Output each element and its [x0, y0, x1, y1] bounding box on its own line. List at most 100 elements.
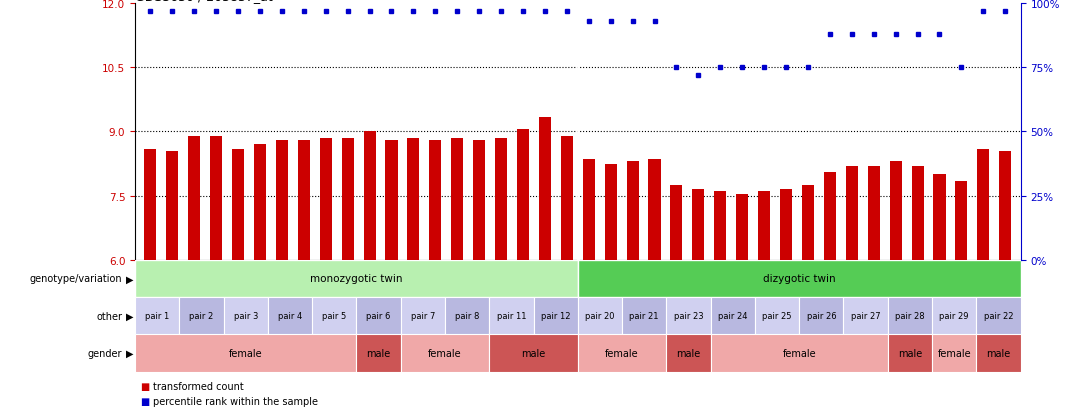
Text: pair 29: pair 29 [940, 311, 969, 320]
Bar [517, 130, 529, 260]
Bar [364, 132, 376, 260]
Bar [626, 162, 638, 260]
Bar [179, 297, 224, 335]
Bar [932, 335, 976, 372]
Bar [780, 190, 792, 260]
Bar [802, 185, 814, 260]
Text: female: female [605, 348, 639, 358]
Text: pair 22: pair 22 [984, 311, 1013, 320]
Bar [890, 162, 902, 260]
Text: pair 25: pair 25 [762, 311, 792, 320]
Bar [999, 151, 1011, 260]
Bar [561, 136, 572, 260]
Bar [407, 139, 419, 260]
Bar [254, 145, 266, 260]
Bar [401, 297, 445, 335]
Text: male: male [366, 348, 391, 358]
Bar [145, 149, 157, 260]
Bar [976, 335, 1021, 372]
Bar [711, 335, 888, 372]
Text: gender: gender [87, 348, 122, 358]
Text: pair 28: pair 28 [895, 311, 924, 320]
Bar [799, 297, 843, 335]
Text: percentile rank within the sample: percentile rank within the sample [153, 396, 319, 406]
Text: pair 4: pair 4 [278, 311, 302, 320]
Bar [912, 166, 923, 260]
Text: pair 27: pair 27 [851, 311, 880, 320]
Text: ▶: ▶ [126, 274, 134, 284]
Bar [578, 297, 622, 335]
Bar [671, 185, 683, 260]
Bar [451, 139, 463, 260]
Text: pair 6: pair 6 [366, 311, 391, 320]
Bar [489, 335, 578, 372]
Bar [956, 181, 968, 260]
Text: pair 3: pair 3 [233, 311, 258, 320]
Text: dizygotic twin: dizygotic twin [762, 274, 836, 284]
Bar [846, 166, 858, 260]
Bar [275, 141, 288, 260]
Text: pair 26: pair 26 [807, 311, 836, 320]
Bar [843, 297, 888, 335]
Text: pair 5: pair 5 [322, 311, 347, 320]
Text: pair 12: pair 12 [541, 311, 570, 320]
Bar [341, 139, 353, 260]
Bar [268, 297, 312, 335]
Bar [534, 297, 578, 335]
Bar [495, 139, 508, 260]
Bar [583, 160, 595, 260]
Bar [166, 151, 178, 260]
Bar [320, 139, 332, 260]
Text: pair 24: pair 24 [718, 311, 747, 320]
Text: female: female [428, 348, 462, 358]
Text: pair 20: pair 20 [585, 311, 615, 320]
Bar [224, 297, 268, 335]
Text: ■: ■ [140, 396, 150, 406]
Bar [539, 117, 551, 260]
Bar [666, 335, 711, 372]
Bar [714, 192, 727, 260]
Bar [824, 173, 836, 260]
Bar [711, 297, 755, 335]
Bar [356, 335, 401, 372]
Bar [312, 297, 356, 335]
Bar [622, 297, 666, 335]
Bar [232, 149, 244, 260]
Text: pair 8: pair 8 [455, 311, 480, 320]
Bar [867, 166, 880, 260]
Text: male: male [986, 348, 1011, 358]
Bar [692, 190, 704, 260]
Bar [888, 297, 932, 335]
Text: transformed count: transformed count [153, 381, 244, 391]
Bar [578, 260, 1021, 297]
Bar [211, 136, 222, 260]
Bar [429, 141, 442, 260]
Bar [755, 297, 799, 335]
Bar [648, 160, 661, 260]
Bar [188, 136, 200, 260]
Text: pair 21: pair 21 [630, 311, 659, 320]
Bar [135, 335, 356, 372]
Bar [135, 260, 578, 297]
Bar [977, 149, 989, 260]
Bar [976, 297, 1021, 335]
Bar [605, 164, 617, 260]
Text: male: male [897, 348, 922, 358]
Bar [489, 297, 534, 335]
Bar [758, 192, 770, 260]
Bar [888, 335, 932, 372]
Text: female: female [229, 348, 262, 358]
Text: male: male [676, 348, 701, 358]
Text: pair 11: pair 11 [497, 311, 526, 320]
Bar [401, 335, 489, 372]
Text: pair 2: pair 2 [189, 311, 214, 320]
Text: monozygotic twin: monozygotic twin [310, 274, 403, 284]
Text: ■: ■ [140, 381, 150, 391]
Text: genotype/variation: genotype/variation [29, 274, 122, 284]
Bar [737, 194, 748, 260]
Bar [386, 141, 397, 260]
Text: pair 23: pair 23 [674, 311, 703, 320]
Bar [135, 297, 179, 335]
Text: GDS3630 / 203837_at: GDS3630 / 203837_at [135, 0, 273, 3]
Bar [473, 141, 485, 260]
